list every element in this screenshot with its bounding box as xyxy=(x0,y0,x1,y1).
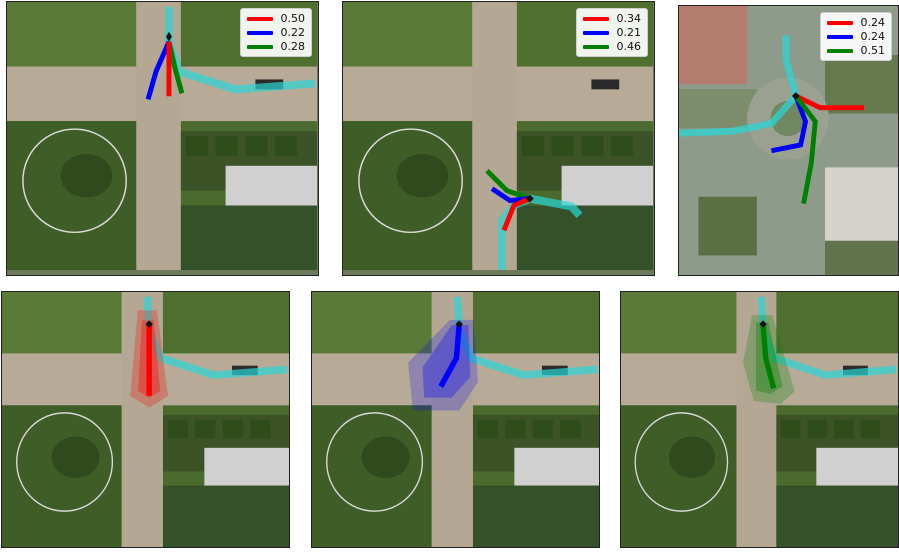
legend-swatch-green xyxy=(826,49,853,53)
legend-label: 0.24 xyxy=(860,30,886,43)
legend-label: 0.21 xyxy=(616,26,642,39)
legend-item-blue: 0.22 xyxy=(246,26,306,40)
aerial-campus-image xyxy=(7,2,318,271)
legend-label: 0.46 xyxy=(616,40,642,53)
legend: 0.24 0.24 0.51 xyxy=(819,12,892,61)
legend-item-green: 0.46 xyxy=(582,40,642,54)
panel-bottom-right xyxy=(620,291,899,548)
panel-bottom-left xyxy=(1,291,290,548)
legend-swatch-red xyxy=(582,17,609,21)
legend-label: 0.28 xyxy=(280,40,306,53)
aerial-campus-green-uncertainty xyxy=(621,292,898,547)
panel-top-right: 0.24 0.24 0.51 xyxy=(678,5,899,276)
legend-item-blue: 0.24 xyxy=(826,30,886,44)
legend-item-blue: 0.21 xyxy=(582,26,642,40)
legend-item-red: 0.24 xyxy=(826,16,886,30)
aerial-campus-red-uncertainty xyxy=(2,292,289,547)
legend: 0.50 0.22 0.28 xyxy=(239,8,312,57)
legend-label: 0.24 xyxy=(860,16,886,29)
panel-bottom-middle xyxy=(311,291,600,548)
legend-swatch-blue xyxy=(582,31,609,35)
legend-label: 0.34 xyxy=(616,12,642,25)
legend-label: 0.50 xyxy=(280,12,306,25)
legend-swatch-blue xyxy=(826,35,853,39)
legend-item-red: 0.34 xyxy=(582,12,642,26)
aerial-campus-image xyxy=(343,2,654,271)
panel-top-left: 0.50 0.22 0.28 xyxy=(6,1,319,276)
panel-top-middle: 0.34 0.21 0.46 xyxy=(342,1,655,276)
legend-item-green: 0.28 xyxy=(246,40,306,54)
legend-item-green: 0.51 xyxy=(826,44,886,58)
legend-label: 0.22 xyxy=(280,26,306,39)
aerial-campus-blue-uncertainty xyxy=(312,292,599,547)
legend-item-red: 0.50 xyxy=(246,12,306,26)
aerial-roundabout-image xyxy=(679,6,898,275)
legend-swatch-green xyxy=(246,45,273,49)
legend-label: 0.51 xyxy=(860,44,886,57)
legend-swatch-red xyxy=(826,21,853,25)
legend-swatch-blue xyxy=(246,31,273,35)
legend-swatch-green xyxy=(582,45,609,49)
legend-swatch-red xyxy=(246,17,273,21)
legend: 0.34 0.21 0.46 xyxy=(575,8,648,57)
